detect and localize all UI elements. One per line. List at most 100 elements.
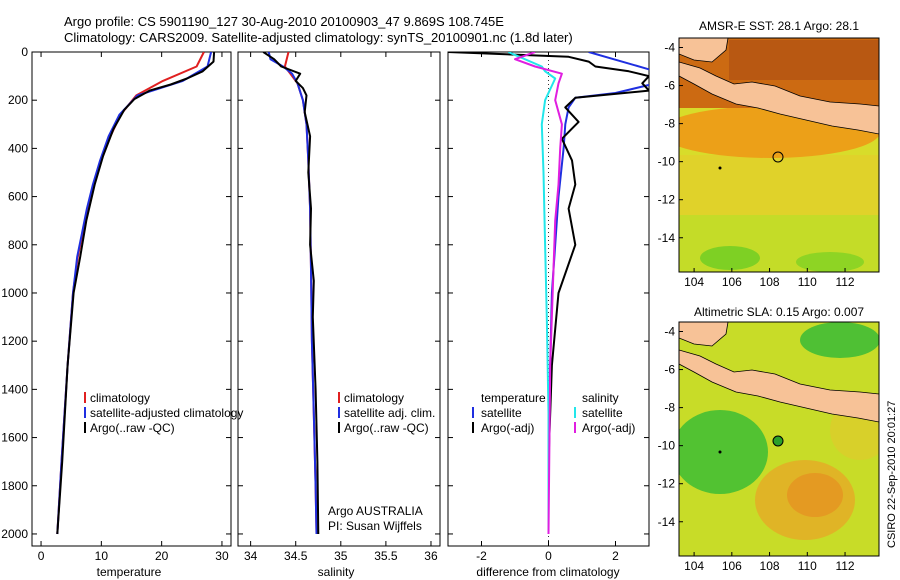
sst-argo-marker <box>772 151 784 163</box>
pi-annotation: PI: Susan Wijffels <box>328 519 422 533</box>
series-argo-adj <box>514 52 563 535</box>
map-y-tick-label: -8 <box>664 401 675 415</box>
x-tick-label: 34 <box>244 549 258 563</box>
x-tick-label: 35 <box>334 549 348 563</box>
map-x-tick-label: 104 <box>684 559 704 573</box>
temperature-legend: climatology satellite-adjusted climatolo… <box>84 391 243 435</box>
sla-map-axes: 104 106 108 110 112 -4 -6 -8 -10 -12 -14 <box>658 325 855 573</box>
map-y-tick-label: -12 <box>658 193 676 207</box>
difference-chart: -2 0 2 <box>448 51 649 563</box>
y-tick-label: 600 <box>8 190 28 204</box>
map-x-tick-label: 112 <box>835 559 854 573</box>
y-tick-label: 1400 <box>1 382 28 396</box>
credit-stamp: CSIRO 22-Sep-2010 20:01:27 <box>886 401 898 548</box>
map-y-tick-label: -6 <box>664 79 675 93</box>
x-tick-label: 34.5 <box>284 549 308 563</box>
y-tick-label: 2000 <box>1 527 28 541</box>
y-tick-label: 400 <box>8 141 28 155</box>
sla-sumatra <box>679 322 729 347</box>
map-y-tick-label: -14 <box>658 515 676 529</box>
legend-header-salinity: salinity <box>582 391 619 405</box>
temperature-plot-frame <box>31 51 232 547</box>
y-tick-label: 800 <box>8 238 28 252</box>
legend-header-temperature: temperature <box>481 391 546 405</box>
sst-map-title: AMSR-E SST: 28.1 Argo: 28.1 <box>699 19 859 33</box>
sst-java-island <box>679 61 879 135</box>
y-tick-label: 1200 <box>1 334 28 348</box>
sla-map-title: Altimetric SLA: 0.15 Argo: 0.007 <box>694 305 864 319</box>
map-x-tick-label: 110 <box>798 559 817 573</box>
sst-java-sea-hot <box>729 40 879 80</box>
legend-label-argo: Argo(..raw -QC) <box>344 421 429 435</box>
sla-argo-marker <box>772 435 784 447</box>
sla-java-island <box>679 349 879 423</box>
temperature-xlabel: temperature <box>97 565 162 579</box>
legend-label-sal-satellite: satellite <box>582 406 623 420</box>
map-x-tick-label: 104 <box>684 275 704 289</box>
sla-low-west <box>679 410 768 494</box>
sla-island-dot <box>718 450 722 454</box>
x-tick-label: 2 <box>612 549 619 563</box>
series-satellite <box>547 52 649 534</box>
map-y-tick-label: -10 <box>658 439 676 453</box>
difference-legend: temperature salinity satellite Argo(-adj… <box>472 391 635 435</box>
map-x-tick-label: 110 <box>798 275 817 289</box>
sla-map-frame <box>678 321 880 557</box>
x-tick-label: 0 <box>38 549 45 563</box>
x-tick-label: 36 <box>424 549 438 563</box>
map-y-tick-label: -8 <box>664 117 675 131</box>
salinity-plot-frame <box>237 51 441 547</box>
header-line-2: Climatology: CARS2009. Satellite-adjuste… <box>64 30 573 45</box>
series-satellite-adj-clim <box>267 52 318 535</box>
x-tick-label: -2 <box>476 549 487 563</box>
legend-label-satellite: satellite adj. clim. <box>344 406 435 420</box>
x-tick-label: 20 <box>155 549 169 563</box>
sla-map-field <box>679 322 879 556</box>
legend-label-sal-argo: Argo(-adj) <box>582 421 635 435</box>
sst-map-field <box>679 38 879 272</box>
legend-label-climatology: climatology <box>344 391 404 405</box>
x-tick-label: 30 <box>215 549 229 563</box>
sst-cool-patch-east <box>796 252 864 272</box>
header-line-1: Argo profile: CS 5901190_127 30-Aug-2010… <box>64 14 504 29</box>
map-x-tick-label: 112 <box>835 275 854 289</box>
x-tick-label: 0 <box>545 549 552 563</box>
map-x-tick-label: 106 <box>722 275 742 289</box>
x-tick-label: 35.5 <box>374 549 398 563</box>
legend-label-temp-argo: Argo(-adj) <box>481 421 534 435</box>
sst-cool-patch-west <box>700 246 760 270</box>
map-y-tick-label: -4 <box>664 41 675 55</box>
y-tick-label: 1800 <box>1 479 28 493</box>
difference-xlabel: difference from climatology <box>476 565 619 579</box>
legend-label-satellite: satellite-adjusted climatology <box>90 406 243 420</box>
argo-program-annotation: Argo AUSTRALIA <box>328 504 423 518</box>
salinity-chart: 34 34.5 35 35.5 36 <box>238 51 440 563</box>
series-argo-raw-qc <box>56 52 216 535</box>
y-tick-label: 0 <box>21 45 28 59</box>
map-x-tick-label: 108 <box>760 275 780 289</box>
salinity-xlabel: salinity <box>318 565 355 579</box>
series-argo-raw-qc <box>262 52 320 535</box>
sla-high-core <box>787 473 843 517</box>
map-y-tick-label: -10 <box>658 155 676 169</box>
y-tick-label: 1600 <box>1 431 28 445</box>
sst-map-axes: 104 106 108 110 112 -4 -6 -8 -10 -12 -14 <box>658 41 855 289</box>
map-y-tick-label: -4 <box>664 325 675 339</box>
series-climatology <box>56 52 205 535</box>
salinity-legend: climatology satellite adj. clim. Argo(..… <box>338 391 435 435</box>
legend-label-argo: Argo(..raw -QC) <box>90 421 175 435</box>
map-y-tick-label: -14 <box>658 231 676 245</box>
y-tick-label: 200 <box>8 93 28 107</box>
series-argo-adj <box>448 52 649 534</box>
y-tick-label: 1000 <box>1 286 28 300</box>
sst-map-frame <box>678 37 880 273</box>
sla-low-north <box>800 322 879 358</box>
map-y-tick-label: -6 <box>664 363 675 377</box>
temperature-chart: 0 10 20 30 0 200 400 600 800 1000 1200 1400 1600 1800… <box>1 45 231 563</box>
sst-island-dot <box>718 166 722 170</box>
sst-sumatra <box>679 38 729 63</box>
legend-label-climatology: climatology <box>90 391 150 405</box>
map-x-tick-label: 106 <box>722 559 742 573</box>
sst-band-mid <box>679 155 879 215</box>
